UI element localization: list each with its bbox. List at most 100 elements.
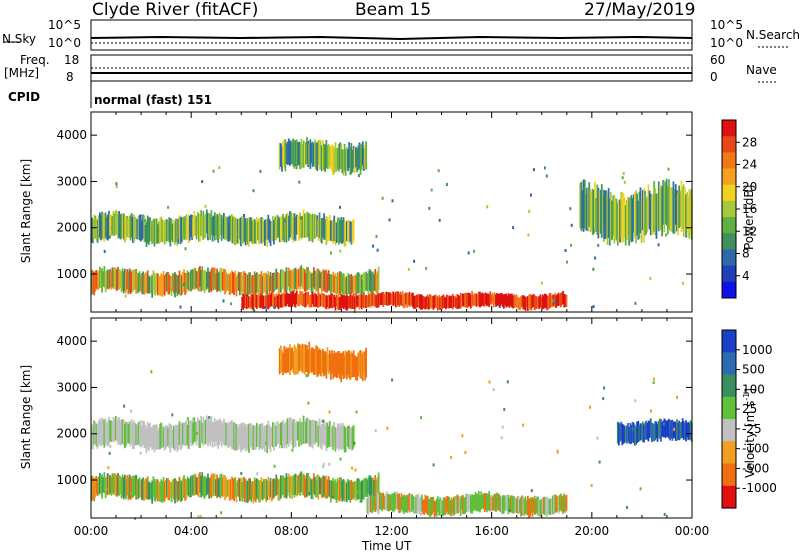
scatter-cell <box>137 216 140 239</box>
colorbar-segment <box>722 485 736 509</box>
scatter-cell <box>638 191 641 239</box>
scatter-cell <box>280 422 282 446</box>
scatter-cell <box>235 482 238 503</box>
scatter-cell <box>341 149 344 174</box>
scatter-cell <box>282 352 284 376</box>
scatter-cell <box>618 200 620 242</box>
scatter-point <box>284 219 287 223</box>
scatter-cell <box>125 479 127 500</box>
scatter-cell <box>111 422 114 441</box>
region-band-400 <box>241 290 568 311</box>
nsky-tick-top: 10^5 <box>48 18 81 32</box>
scatter-cell <box>173 425 175 450</box>
freq-tick-bottom: 8 <box>66 70 74 84</box>
scatter-cell <box>229 215 232 240</box>
scatter-cell <box>646 422 649 440</box>
scatter-cell <box>224 216 226 240</box>
scatter-cell <box>177 275 180 295</box>
scatter-cell <box>242 271 245 292</box>
scatter-cell <box>221 217 224 237</box>
scatter-cell <box>251 293 254 310</box>
scatter-cell <box>112 211 115 237</box>
scatter-cell <box>293 293 296 307</box>
scatter-cell <box>671 419 674 441</box>
scatter-cell <box>242 424 245 450</box>
scatter-cell <box>405 292 407 305</box>
scatter-cell <box>322 475 324 498</box>
scatter-cell <box>311 419 314 449</box>
scatter-cell <box>228 274 231 295</box>
scatter-cell <box>379 492 381 510</box>
scatter-cell <box>262 273 265 293</box>
scatter-cell <box>169 276 172 292</box>
scatter-cell <box>454 497 456 514</box>
scatter-cell <box>262 221 265 243</box>
scatter-cell <box>309 420 312 446</box>
scatter-cell <box>228 421 231 448</box>
scatter-cell <box>673 188 676 234</box>
scatter-point <box>597 243 600 247</box>
scatter-point <box>103 249 106 253</box>
scatter-cell <box>528 294 530 310</box>
scatter-cell <box>486 293 488 307</box>
scatter-cell <box>132 475 134 498</box>
scatter-point <box>592 305 595 309</box>
scatter-cell <box>333 275 336 293</box>
scatter-cell <box>283 271 286 292</box>
scatter-cell <box>360 274 363 297</box>
scatter-cell <box>196 211 199 235</box>
scatter-cell <box>175 424 177 448</box>
y-tick-label: 2000 <box>56 221 87 235</box>
scatter-cell <box>253 425 256 450</box>
scatter-cell <box>134 216 137 240</box>
scatter-cell <box>176 481 179 503</box>
scatter-cell <box>689 420 692 441</box>
scatter-cell <box>135 474 138 500</box>
scatter-cell <box>487 493 489 511</box>
scatter-cell <box>290 348 292 371</box>
nsearch-tick-top: 10^5 <box>710 18 743 32</box>
scatter-cell <box>450 295 453 309</box>
scatter-cell <box>176 275 179 297</box>
scatter-cell <box>310 273 313 293</box>
scatter-cell <box>338 144 340 172</box>
scatter-cell <box>439 297 442 310</box>
scatter-cell <box>286 348 289 373</box>
scatter-cell <box>313 143 315 166</box>
freq-unit-label: [MHz] <box>4 66 40 80</box>
scatter-cell <box>344 296 347 310</box>
scatter-cell <box>259 424 262 448</box>
scatter-cell <box>144 478 147 498</box>
scatter-cell <box>237 477 240 497</box>
scatter-cell <box>149 276 151 293</box>
scatter-point <box>375 234 378 238</box>
scatter-cell <box>199 266 201 287</box>
scatter-cell <box>676 190 678 232</box>
scatter-cell <box>253 271 256 295</box>
scatter-cell <box>179 216 182 245</box>
scatter-cell <box>643 424 645 443</box>
scatter-point <box>564 249 567 252</box>
scatter-point <box>634 301 637 305</box>
scatter-cell <box>299 212 302 238</box>
scatter-cell <box>360 480 363 503</box>
scatter-cell <box>315 420 317 443</box>
scatter-cell <box>336 351 339 378</box>
scatter-cell <box>622 424 625 444</box>
scatter-cell <box>108 416 110 445</box>
scatter-cell <box>120 271 123 293</box>
scatter-cell <box>264 479 266 499</box>
scatter-cell <box>316 295 319 308</box>
scatter-cell <box>482 293 485 307</box>
scatter-cell <box>530 497 533 513</box>
scatter-cell <box>151 480 154 504</box>
scatter-cell <box>451 499 454 514</box>
scatter-cell <box>272 479 274 500</box>
scatter-cell <box>243 422 246 448</box>
scatter-cell <box>250 423 253 448</box>
scatter-point <box>357 490 360 494</box>
scatter-cell <box>253 293 256 308</box>
scatter-cell <box>300 216 303 240</box>
scatter-cell <box>501 294 504 307</box>
scatter-cell <box>342 423 345 449</box>
